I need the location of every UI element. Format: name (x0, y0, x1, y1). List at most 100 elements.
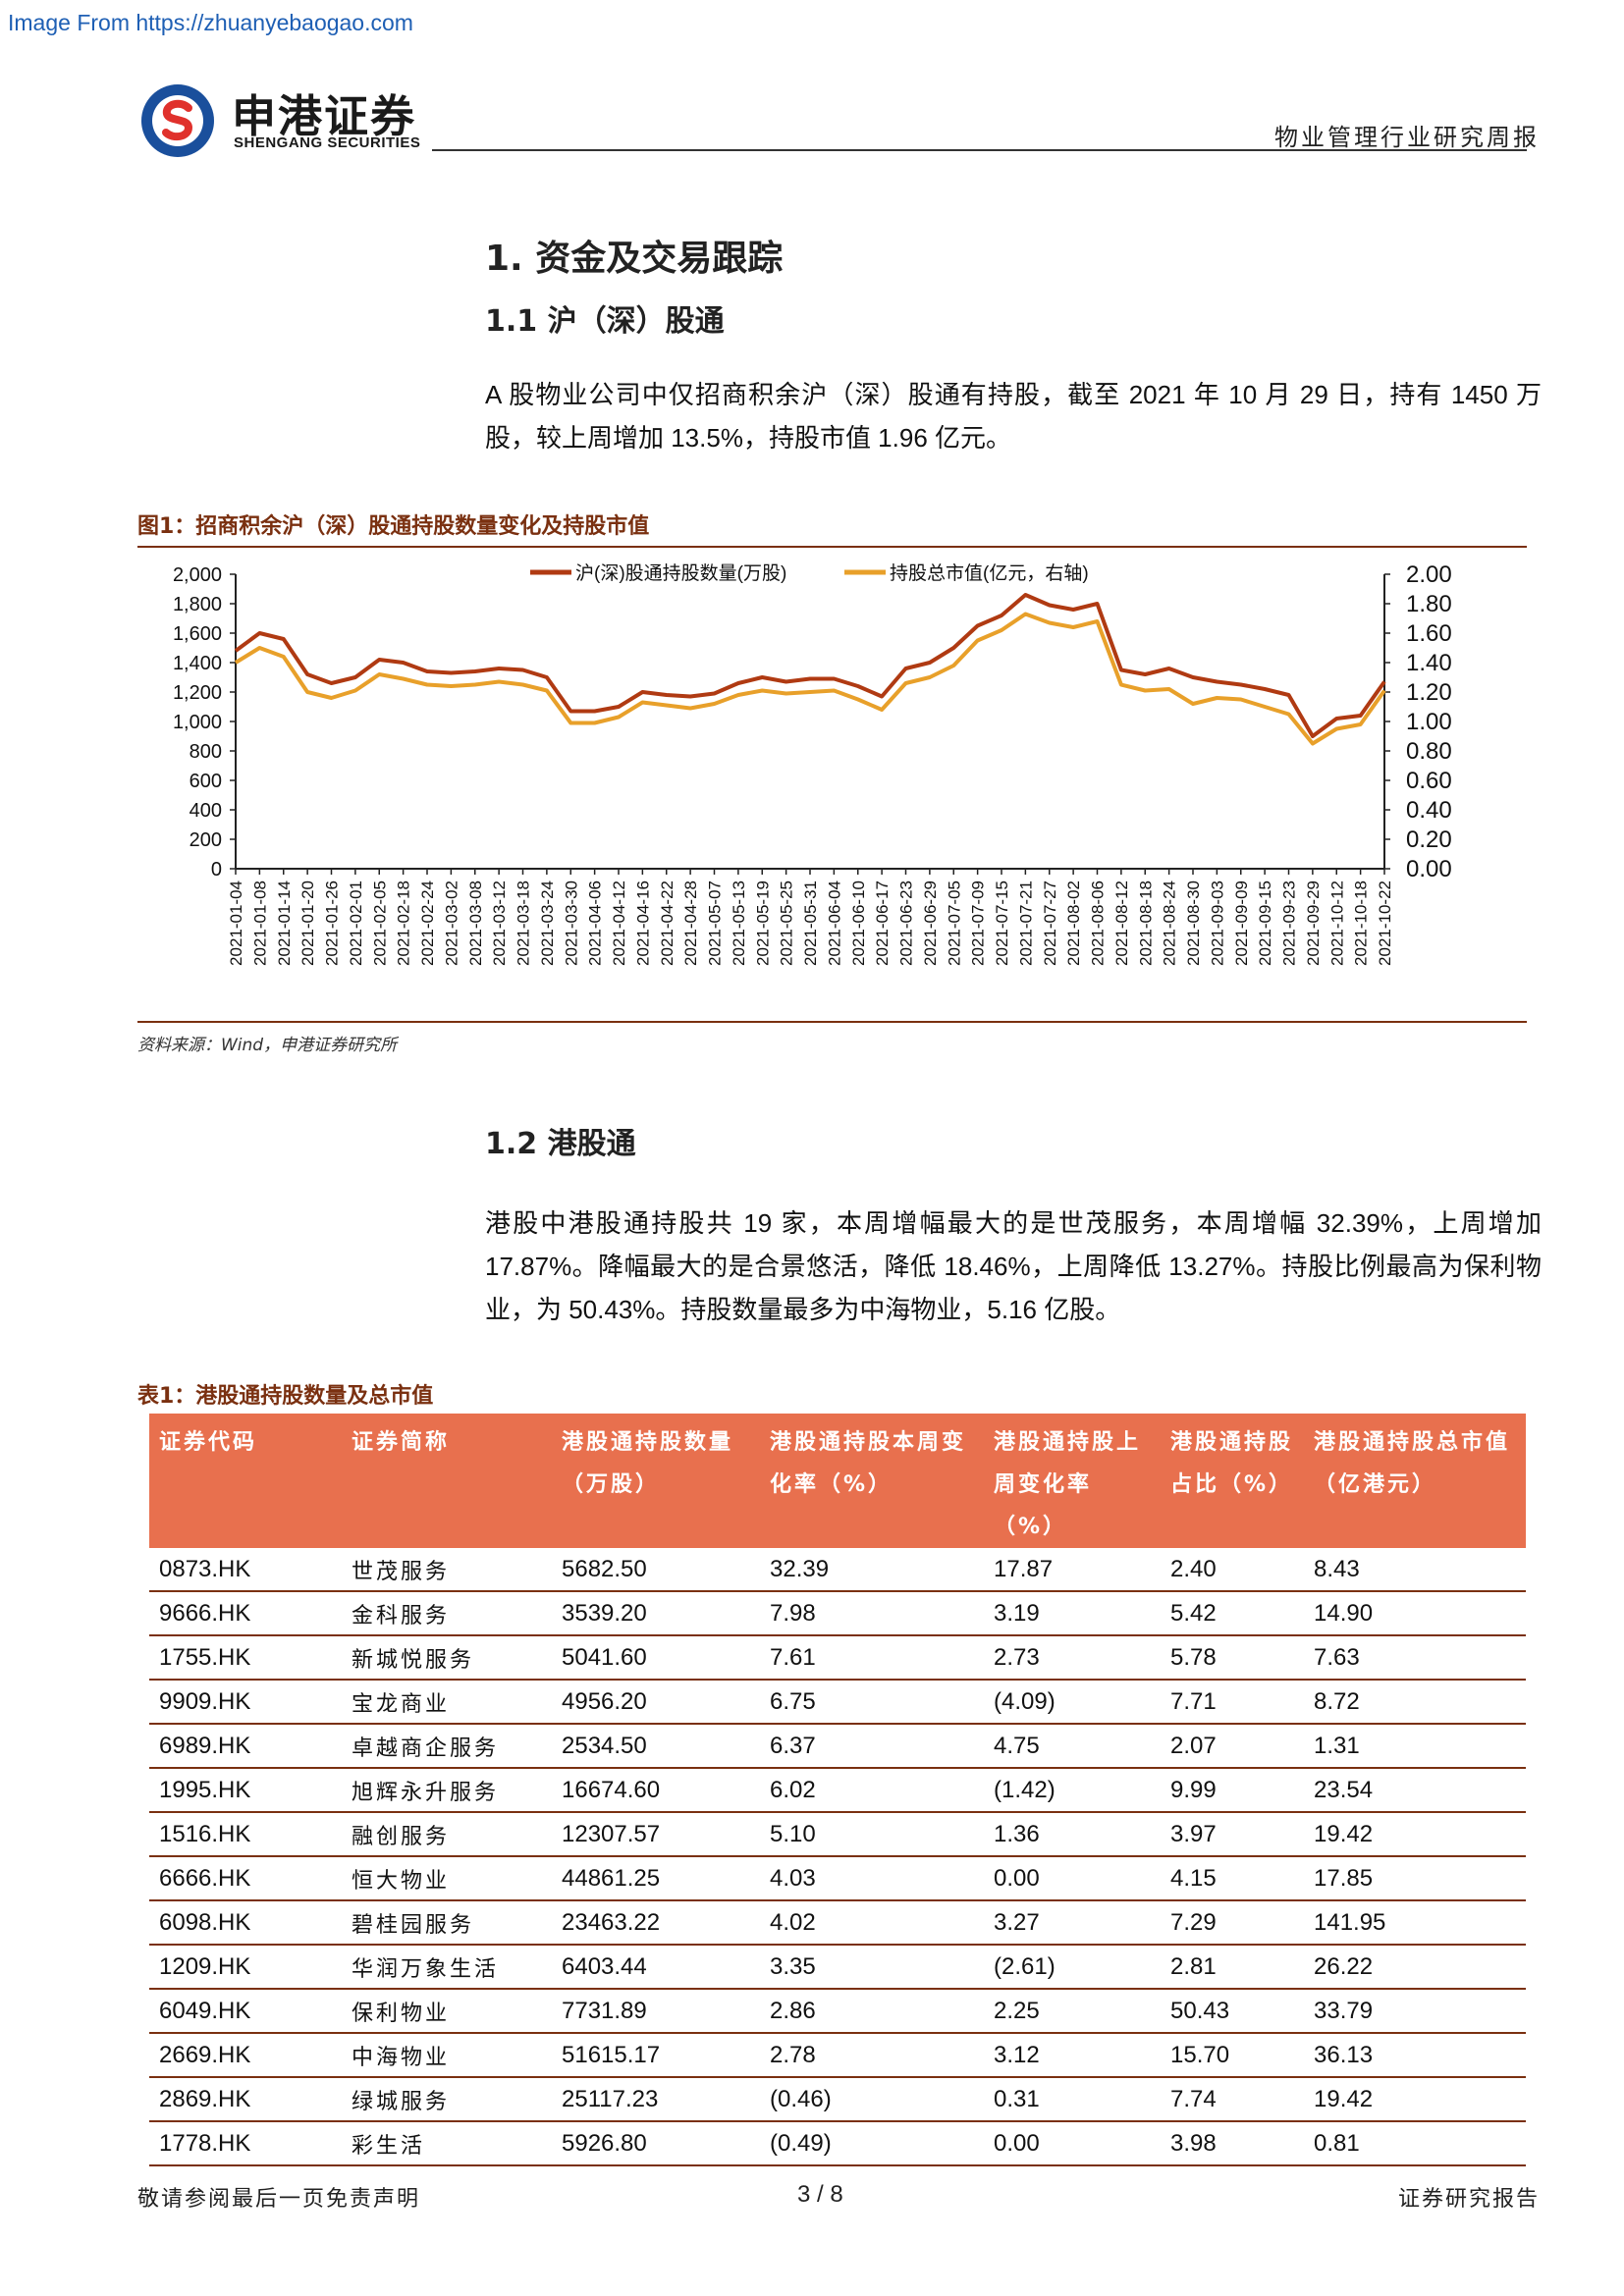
figure-title: 图1：招商积余沪（深）股通持股数量变化及持股市值 (137, 514, 650, 539)
value-cell: 2.25 (984, 1989, 1161, 2034)
shengang-logo-icon (141, 84, 214, 157)
value-cell: 19.42 (1304, 2077, 1526, 2122)
x-tick-label: 2021-02-18 (395, 881, 413, 966)
value-cell: 0.81 (1304, 2121, 1526, 2166)
value-cell: 4.15 (1161, 1856, 1304, 1901)
value-cell: 7.61 (760, 1635, 984, 1681)
stock-code-cell: 1516.HK (149, 1812, 342, 1857)
watermark-text: Image From https://zhuanyebaogao.com (8, 10, 413, 35)
value-cell: 17.87 (984, 1548, 1161, 1592)
x-tick-label: 2021-03-30 (562, 881, 580, 966)
left-tick-label: 400 (189, 800, 222, 822)
value-cell: 0.00 (984, 1856, 1161, 1901)
footer-disclaimer: 敬请参阅最后一页免责声明 (137, 2187, 421, 2212)
value-cell: 51615.17 (552, 2033, 760, 2078)
table-row: 0873.HK 世茂服务 5682.50 32.39 17.87 2.40 8.43 (149, 1548, 1526, 1592)
page-number: 3 / 8 (797, 2181, 843, 2208)
table-row: 9909.HK 宝龙商业 4956.20 6.75 (4.09) 7.71 8.72 (149, 1680, 1526, 1725)
right-tick-label: 1.40 (1406, 650, 1452, 676)
value-cell: (2.61) (984, 1945, 1161, 1990)
x-tick-label: 2021-02-24 (418, 881, 437, 966)
legend-label-0: 沪(深)股通持股数量(万股) (575, 562, 786, 584)
stock-name-cell: 金科服务 (342, 1591, 552, 1636)
value-cell: (1.42) (984, 1768, 1161, 1813)
left-tick-label: 0 (211, 859, 222, 881)
value-cell: 9.99 (1161, 1768, 1304, 1813)
figure-source: 资料来源：Wind，申港证券研究所 (137, 1036, 398, 1055)
x-tick-label: 2021-09-15 (1256, 881, 1274, 966)
column-header: 港股通持股总市值（亿港元） (1304, 1414, 1526, 1548)
stock-code-cell: 2869.HK (149, 2077, 342, 2122)
stock-code-cell: 6989.HK (149, 1724, 342, 1769)
column-header: 港股通持股数量（万股） (552, 1414, 760, 1548)
ggt-holdings-table: 证券代码 证券简称 港股通持股数量（万股） 港股通持股本周变化率（%） 港股通持… (149, 1414, 1526, 2166)
right-tick-label: 0.80 (1406, 738, 1452, 765)
left-tick-label: 600 (189, 771, 222, 792)
stock-name-cell: 碧桂园服务 (342, 1900, 552, 1946)
column-header: 证券代码 (149, 1414, 342, 1548)
x-tick-label: 2021-10-12 (1327, 881, 1346, 966)
value-cell: 0.31 (984, 2077, 1161, 2122)
x-tick-label: 2021-09-09 (1232, 881, 1251, 966)
value-cell: 2.86 (760, 1989, 984, 2034)
table-row: 6989.HK 卓越商企服务 2534.50 6.37 4.75 2.07 1.31 (149, 1724, 1526, 1769)
value-cell: 5.10 (760, 1812, 984, 1857)
value-cell: 3.98 (1161, 2121, 1304, 2166)
x-tick-label: 2021-07-21 (1016, 881, 1035, 966)
value-cell: 1.36 (984, 1812, 1161, 1857)
stock-name-cell: 融创服务 (342, 1812, 552, 1857)
stock-name-cell: 世茂服务 (342, 1548, 552, 1592)
x-tick-label: 2021-10-18 (1352, 881, 1371, 966)
stock-name-cell: 中海物业 (342, 2033, 552, 2078)
right-tick-label: 1.20 (1406, 679, 1452, 706)
value-cell: 50.43 (1161, 1989, 1304, 2034)
column-header: 港股通持股本周变化率（%） (760, 1414, 984, 1548)
value-cell: 5.42 (1161, 1591, 1304, 1636)
x-tick-label: 2021-09-03 (1208, 881, 1226, 966)
value-cell: 2.40 (1161, 1548, 1304, 1592)
value-cell: 7.29 (1161, 1900, 1304, 1946)
table-row: 2669.HK 中海物业 51615.17 2.78 3.12 15.70 36.13 (149, 2033, 1526, 2078)
value-cell: 5926.80 (552, 2121, 760, 2166)
table-row: 6098.HK 碧桂园服务 23463.22 4.02 3.27 7.29 141.95 (149, 1900, 1526, 1946)
stock-name-cell: 绿城服务 (342, 2077, 552, 2122)
x-tick-label: 2021-06-10 (849, 881, 868, 966)
x-tick-label: 2021-06-17 (873, 881, 892, 966)
value-cell: 1.31 (1304, 1724, 1526, 1769)
value-cell: 4.75 (984, 1724, 1161, 1769)
x-tick-label: 2021-02-01 (347, 881, 365, 966)
value-cell: 4.03 (760, 1856, 984, 1901)
series-line-0 (234, 593, 1386, 738)
holdings-line-chart: 0 200 400 600 800 1,000 1,200 1,400 1,600 1,800 2,… (173, 561, 1452, 966)
x-tick-label: 2021-04-12 (610, 881, 628, 966)
subsection-title-hsgt: 1.1 沪（深）股通 (485, 304, 725, 339)
x-tick-label: 2021-08-24 (1161, 881, 1179, 966)
x-tick-label: 2021-08-30 (1184, 881, 1203, 966)
value-cell: (0.46) (760, 2077, 984, 2122)
column-header: 港股通持股上周变化率（%） (984, 1414, 1161, 1548)
x-tick-label: 2021-01-08 (250, 881, 269, 966)
column-header: 证券简称 (342, 1414, 552, 1548)
x-tick-label: 2021-03-08 (466, 881, 485, 966)
value-cell: 44861.25 (552, 1856, 760, 1901)
value-cell: 23.54 (1304, 1768, 1526, 1813)
column-header: 港股通持股占比（%） (1161, 1414, 1304, 1548)
x-tick-label: 2021-08-12 (1112, 881, 1131, 966)
x-tick-label: 2021-04-16 (633, 881, 652, 966)
x-tick-label: 2021-03-02 (442, 881, 460, 966)
value-cell: 2.81 (1161, 1945, 1304, 1990)
right-tick-label: 1.00 (1406, 709, 1452, 735)
value-cell: 12307.57 (552, 1812, 760, 1857)
value-cell: 3.12 (984, 2033, 1161, 2078)
value-cell: 6.37 (760, 1724, 984, 1769)
x-tick-label: 2021-07-05 (945, 881, 963, 966)
stock-name-cell: 卓越商企服务 (342, 1724, 552, 1769)
stock-code-cell: 1995.HK (149, 1768, 342, 1813)
x-tick-label: 2021-05-31 (801, 881, 820, 966)
x-tick-label: 2021-07-15 (993, 881, 1011, 966)
stock-code-cell: 9909.HK (149, 1680, 342, 1725)
value-cell: 15.70 (1161, 2033, 1304, 2078)
table-row: 1209.HK 华润万象生活 6403.44 3.35 (2.61) 2.81 26.22 (149, 1945, 1526, 1990)
value-cell: 6.02 (760, 1768, 984, 1813)
x-tick-label: 2021-06-29 (921, 881, 940, 966)
